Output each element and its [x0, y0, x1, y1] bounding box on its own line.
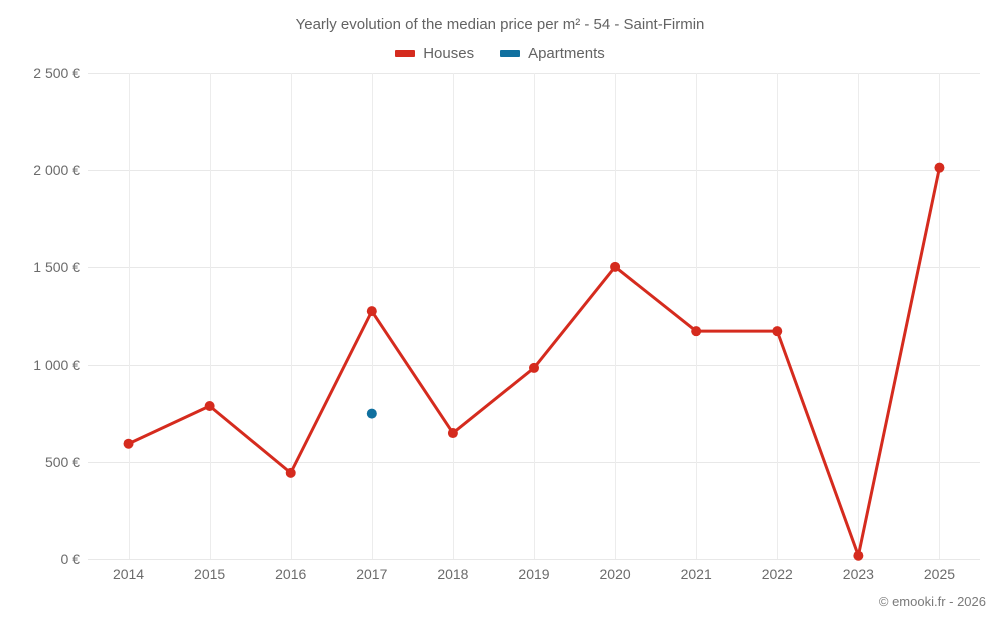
- data-point-houses-2014[interactable]: [123, 438, 134, 449]
- chart-legend: Houses Apartments: [0, 45, 1000, 62]
- data-point-houses-2023[interactable]: [853, 550, 864, 561]
- gridline-vertical: [209, 73, 211, 559]
- x-tick-label: 2014: [112, 566, 145, 582]
- gridline-vertical: [534, 73, 535, 559]
- y-tick-label: 0 €: [60, 551, 80, 567]
- y-tick-label: 2 000 €: [33, 162, 80, 179]
- x-tick-label: 2017: [356, 566, 388, 582]
- legend-swatch-houses: [395, 50, 416, 57]
- series-line-houses: [127, 166, 941, 558]
- gridline-vertical: [615, 73, 617, 559]
- data-point-houses-2018[interactable]: [447, 428, 458, 439]
- data-point-houses-2025[interactable]: [934, 162, 945, 173]
- data-point-houses-2019[interactable]: [529, 362, 539, 373]
- series-layer: [123, 162, 945, 561]
- legend-label-houses: Houses: [423, 45, 475, 62]
- footer-credit: © emooki.fr - 2026: [878, 594, 986, 609]
- x-tick-label: 2018: [437, 566, 469, 582]
- gridline-horizontal: [88, 559, 980, 560]
- x-tick-label: 2023: [842, 566, 874, 582]
- x-tick-label: 2022: [761, 566, 793, 582]
- gridline-vertical: [128, 73, 130, 559]
- y-tick-label: 2 500 €: [33, 65, 80, 81]
- gridline-vertical: [696, 73, 698, 559]
- y-tick-label: 500 €: [44, 453, 80, 470]
- gridline-vertical: [777, 73, 779, 559]
- data-point-apartments-2017[interactable]: [366, 408, 377, 419]
- data-point-houses-2017[interactable]: [366, 306, 377, 317]
- data-point-houses-2015[interactable]: [204, 401, 215, 412]
- x-tick-label: 2021: [680, 566, 712, 582]
- y-tick-label: 1 500 €: [33, 259, 80, 276]
- x-tick-label: 2020: [599, 566, 631, 582]
- plot-area: [88, 73, 980, 561]
- x-tick-label: 2025: [923, 566, 956, 582]
- legend-item-apartments[interactable]: Apartments: [500, 45, 605, 62]
- x-tick-label: 2019: [518, 566, 550, 582]
- chart-title: Yearly evolution of the median price per…: [295, 16, 705, 33]
- x-tick-label: 2016: [275, 566, 307, 582]
- x-axis: 2014 2015 2016 2017 2018 2019 2020 2021 2022 2023…: [88, 566, 980, 590]
- gridline-vertical: [452, 73, 454, 559]
- legend-swatch-apartments: [500, 50, 521, 57]
- data-point-houses-2021[interactable]: [691, 326, 702, 337]
- gridline-vertical: [939, 73, 941, 559]
- y-axis: 0 € 500 € 1 000 € 1 500 € 2 000 € 2 500 €: [0, 0, 80, 625]
- y-tick-label: 1 000 €: [33, 356, 80, 373]
- data-point-houses-2016[interactable]: [285, 467, 296, 478]
- legend-label-apartments: Apartments: [528, 45, 605, 62]
- x-tick-label: 2015: [194, 566, 226, 582]
- gridline-vertical: [858, 73, 860, 559]
- gridline-vertical: [290, 73, 292, 559]
- data-point-houses-2020[interactable]: [610, 261, 621, 272]
- legend-item-houses[interactable]: Houses: [395, 45, 474, 62]
- data-point-houses-2022[interactable]: [772, 326, 783, 337]
